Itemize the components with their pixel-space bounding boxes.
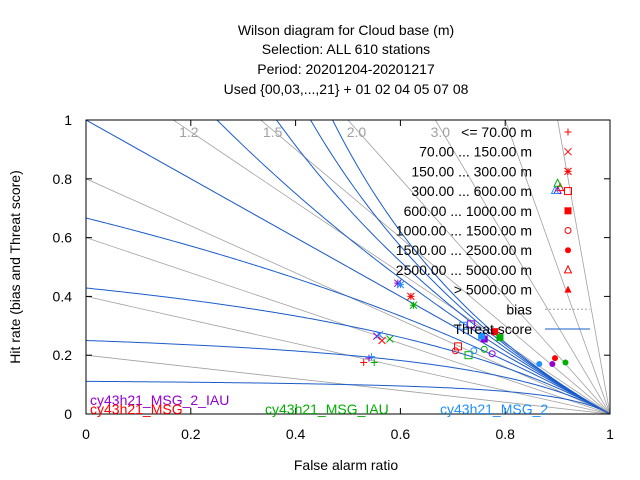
x-tick-label: 0.2 [181,426,201,442]
data-point [564,167,572,176]
data-point [370,359,378,367]
y-tick-label: 0.4 [53,288,73,304]
series-points [368,185,560,368]
threat-score-line [86,217,610,414]
legend-label: <= 70.00 m [461,124,532,140]
y-tick-label: 0.8 [53,171,73,187]
data-point [467,320,476,329]
data-point [480,345,488,353]
data-point [553,178,562,187]
series-points [370,178,569,367]
legend-label: > 5000.00 m [454,282,532,298]
legend: <= 70.00 m 70.00 ... 150.00 m 150.00 ... 3… [396,124,590,337]
data-point [368,353,376,361]
threat-score-line [86,287,610,414]
data-point [459,321,468,330]
bias-line-label: 2.0 [347,124,367,140]
x-axis-label: False alarm ratio [294,457,398,473]
bias-line [504,120,610,414]
series-points [360,182,565,367]
data-point [550,185,560,195]
data-point [564,207,572,215]
x-tick-label: 0 [82,426,90,442]
bias-line-label: 1.2 [179,124,199,140]
axes: 0 0.2 0.4 0.6 0.8 1 0 0.2 0.4 0.6 0.8 1 [53,112,615,442]
data-point [496,334,504,342]
data-point [451,347,459,355]
bias-line [434,120,610,414]
bias-line [347,120,610,414]
data-point [562,359,569,366]
x-tick-label: 1 [606,426,614,442]
data-point [564,227,572,234]
data-point [378,336,386,345]
y-tick-label: 1 [64,112,72,128]
data-point [360,359,368,367]
y-tick-label: 0.6 [53,230,73,246]
y-tick-label: 0.2 [53,347,73,363]
data-point [470,347,478,355]
chart-title-line-3: Period: 20201204-20201217 [257,61,435,77]
legend-label: bias [506,301,532,317]
y-axis-label: Hit rate (bias and Threat score) [7,170,23,364]
data-point [478,332,486,340]
threat-score-line [332,120,610,414]
experiment-label: cy43h21_MSG_2_IAU [90,392,229,408]
data-point [407,292,415,301]
data-point [549,361,556,368]
chart-title-line-2: Selection: ALL 610 stations [262,41,430,57]
data-point [396,280,405,289]
legend-label: 2500.00 ... 5000.00 m [396,262,532,278]
x-tick-label: 0.6 [391,426,411,442]
plot-frame [85,119,611,415]
legend-label: 150.00 ... 300.00 m [411,163,532,179]
data-point [464,351,473,360]
data-point [393,279,402,288]
chart-title-line-4: Used {00,03,...,21} + 01 02 04 05 07 08 [224,81,469,97]
threat-score-line [216,120,610,414]
data-point [564,128,572,136]
data-point [564,147,572,156]
legend-label: 1500.00 ... 2500.00 m [396,242,532,258]
x-tick-label: 0.8 [495,426,515,442]
data-point [491,328,499,336]
data-point [564,285,572,293]
experiment-label: cy43h21_MSG [90,401,183,417]
bias-line [260,120,610,414]
data-point [375,330,384,339]
data-point [563,264,573,274]
data-point [386,335,394,343]
data-point [536,361,543,368]
threat-score-line [86,340,610,414]
x-tick-label: 0.4 [286,426,306,442]
threat-score-line [86,120,610,414]
legend-label: 300.00 ... 600.00 m [411,183,532,199]
experiment-label: cy43h21_MSG_2 [440,401,548,417]
chart-title-line-1: Wilson diagram for Cloud base (m) [238,22,454,38]
legend-label: 600.00 ... 1000.00 m [404,203,532,219]
bias-line-label: 1.5 [263,124,283,140]
threat-score-line [309,120,610,414]
data-point [551,355,558,362]
legend-label: 70.00 ... 150.00 m [419,144,532,160]
threat-score-line [275,120,610,414]
experiment-label: cy43h21_MSG_IAU [265,401,389,417]
threat-score-line [86,380,610,414]
data-point [565,247,571,254]
data-point [555,182,565,192]
data-point [564,187,572,196]
data-point [409,301,418,310]
legend-label: Threat score [453,321,532,337]
plot-area: 1.2 1.5 2.0 3.0 [86,120,610,414]
y-tick-label: 0 [64,406,72,422]
legend-label: 1000.00 ... 1500.00 m [396,223,532,239]
data-point [488,350,496,358]
bias-line-label: 3.0 [431,124,451,140]
